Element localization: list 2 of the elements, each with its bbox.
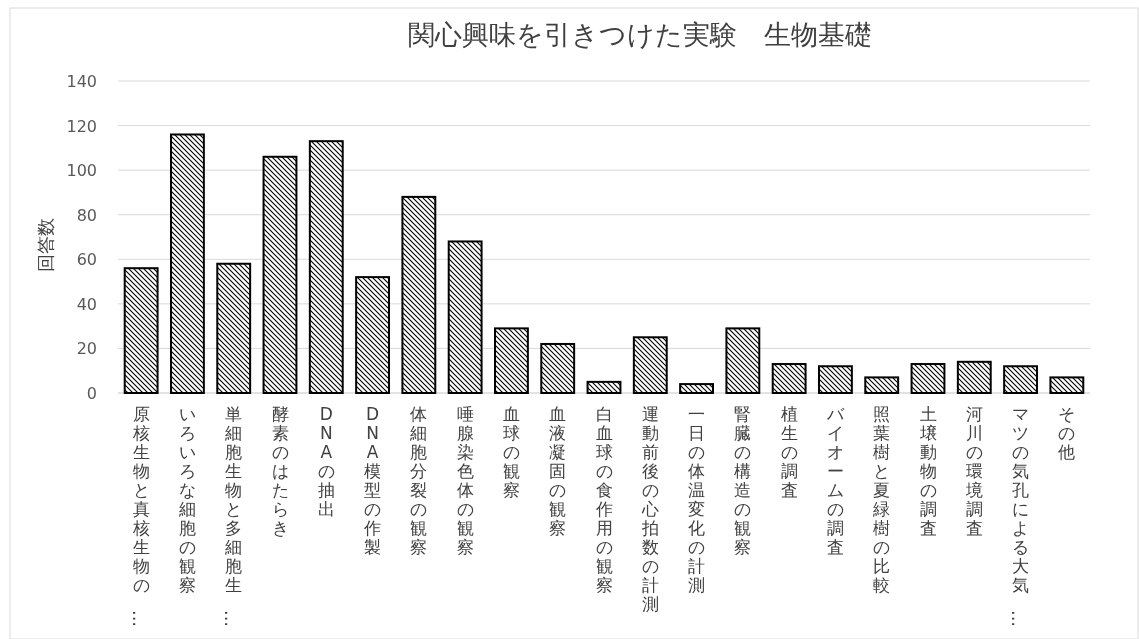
title: 関心興味を引きつけた実験 生物基礎 — [408, 19, 872, 50]
ylabel: 回答数 — [35, 218, 56, 272]
